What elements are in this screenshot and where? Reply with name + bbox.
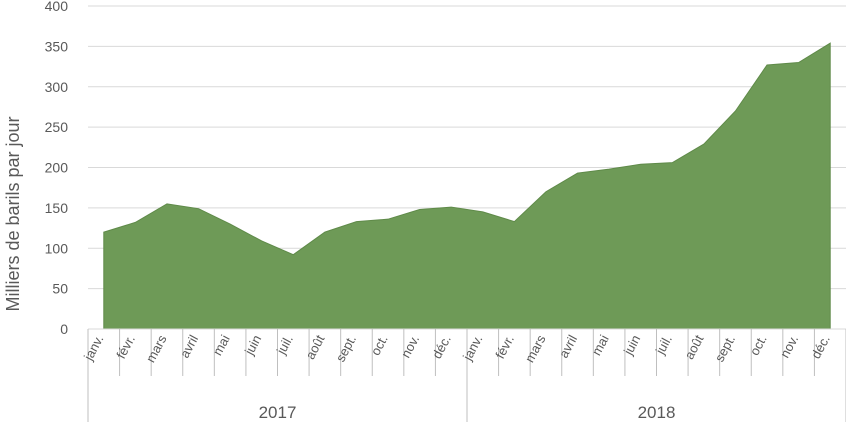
data-point-14 — [545, 191, 547, 193]
y-tick-label-150: 150 — [45, 200, 69, 216]
data-point-11 — [450, 206, 452, 208]
y-tick-label-50: 50 — [52, 281, 68, 297]
x-tick-label-23: déc. — [808, 332, 833, 361]
data-point-20 — [734, 110, 736, 112]
data-point-21 — [766, 64, 768, 66]
data-point-5 — [261, 240, 263, 242]
y-tick-label-400: 400 — [45, 0, 69, 14]
data-point-4 — [229, 223, 231, 225]
data-point-17 — [640, 163, 642, 165]
x-tick-label-5: juin — [241, 332, 264, 358]
y-tick-label-250: 250 — [45, 119, 69, 135]
x-tick-label-4: mai — [210, 332, 233, 358]
year-label-2018: 2018 — [638, 403, 676, 422]
data-point-6 — [292, 254, 294, 256]
x-tick-label-3: avril — [177, 332, 201, 360]
data-point-7 — [324, 231, 326, 233]
data-point-10 — [419, 208, 421, 210]
data-point-15 — [577, 172, 579, 174]
area-fill — [103, 42, 831, 330]
x-tick-label-7: août — [302, 332, 327, 362]
x-tick-label-17: juin — [620, 332, 643, 358]
data-point-2 — [166, 203, 168, 205]
y-tick-label-0: 0 — [60, 321, 68, 337]
series-area — [103, 42, 831, 330]
data-point-18 — [671, 162, 673, 164]
x-tick-label-8: sept. — [333, 332, 359, 364]
data-point-1 — [134, 221, 136, 223]
x-tick-label-15: avril — [556, 332, 580, 360]
x-tick-label-20: sept. — [712, 332, 738, 364]
y-axis-ticks: 0 50 100 150 200 250 300 350 400 — [45, 0, 69, 337]
data-point-23 — [829, 42, 831, 44]
x-tick-label-19: août — [681, 332, 706, 362]
x-tick-label-1: févr. — [113, 332, 138, 361]
x-tick-label-12: janv. — [459, 332, 485, 363]
y-tick-label-200: 200 — [45, 160, 69, 176]
y-tick-label-350: 350 — [45, 38, 69, 54]
x-tick-label-16: mai — [589, 332, 612, 358]
x-axis: janv. févr. mars avril mai juin juil. août sept.… — [80, 328, 846, 422]
y-tick-label-300: 300 — [45, 79, 69, 95]
x-tick-label-6: juil. — [273, 332, 296, 357]
data-point-3 — [198, 208, 200, 210]
data-point-9 — [387, 218, 389, 220]
x-tick-label-0: janv. — [80, 332, 106, 363]
data-point-8 — [355, 221, 357, 223]
x-tick-label-11: déc. — [429, 332, 454, 361]
y-axis-title: Milliers de barils par jour — [3, 116, 23, 311]
year-label-2017: 2017 — [259, 403, 297, 422]
data-point-19 — [703, 143, 705, 145]
data-point-0 — [103, 231, 105, 233]
x-tick-label-13: févr. — [492, 332, 517, 361]
x-tick-label-2: mars — [143, 332, 170, 365]
data-point-12 — [482, 211, 484, 213]
y-tick-label-100: 100 — [45, 240, 69, 256]
x-tick-label-21: oct. — [747, 332, 770, 358]
x-tick-label-9: oct. — [368, 332, 391, 358]
x-tick-label-22: nov. — [777, 332, 801, 360]
data-point-16 — [608, 168, 610, 170]
x-tick-label-18: juil. — [652, 332, 675, 357]
data-point-22 — [798, 62, 800, 64]
data-point-13 — [513, 221, 515, 223]
x-tick-label-14: mars — [522, 332, 549, 365]
x-tick-label-10: nov. — [398, 332, 422, 360]
